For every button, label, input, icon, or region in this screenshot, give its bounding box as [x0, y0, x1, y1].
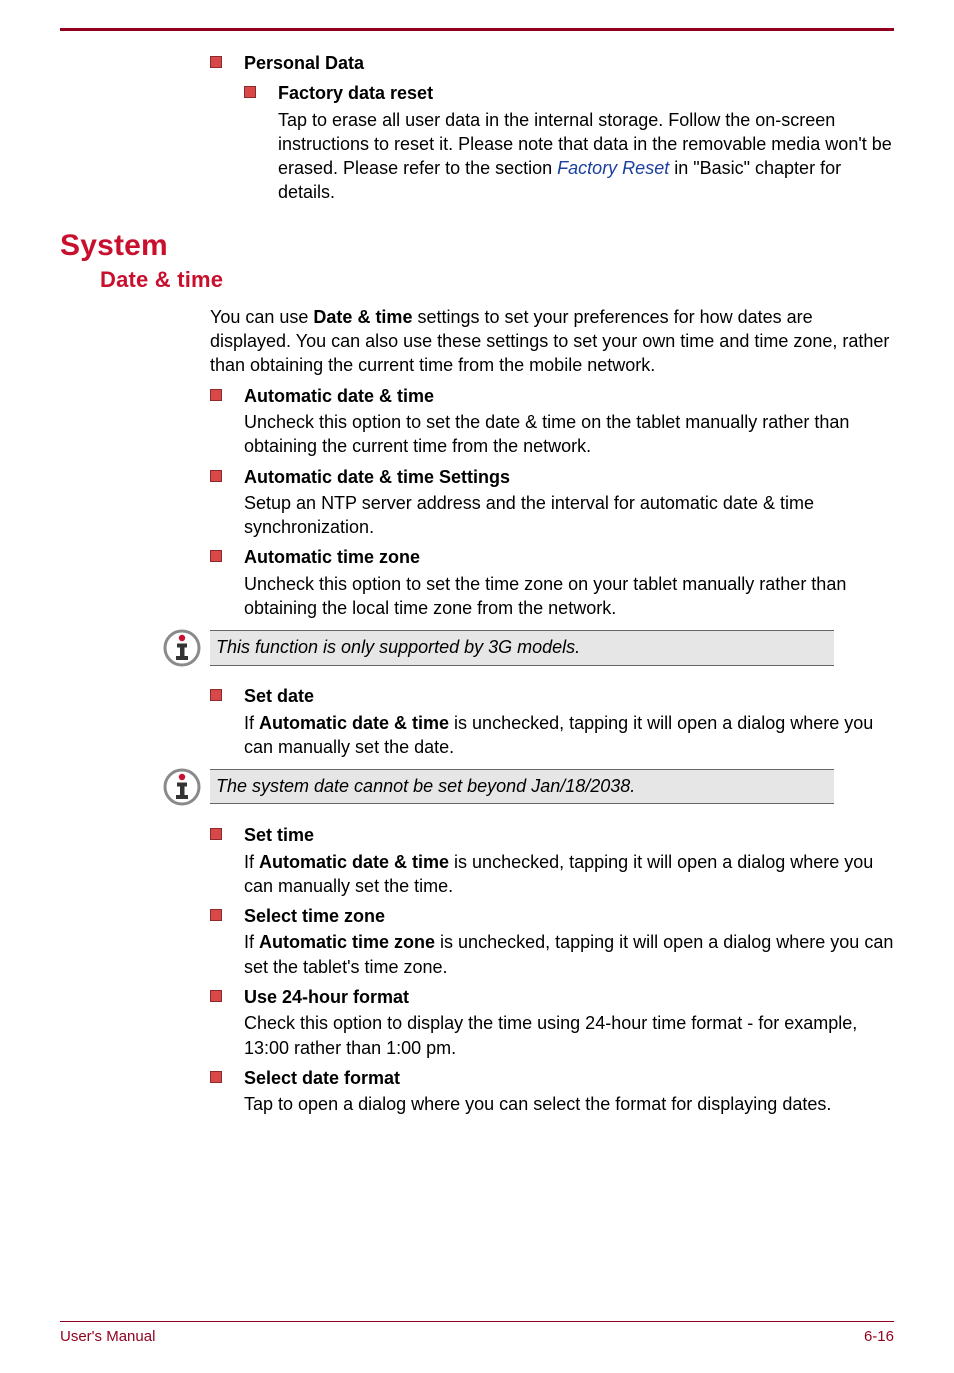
bullet-icon: [244, 86, 256, 98]
page-footer: User's Manual 6-16: [60, 1321, 894, 1345]
bullet-select-date-format: Select date format Tap to open a dialog …: [210, 1066, 894, 1117]
set-date-pre: If: [244, 713, 259, 733]
bullet-24-hour: Use 24-hour format Check this option to …: [210, 985, 894, 1060]
heading-date-time: Date & time: [100, 267, 894, 293]
info-icon: [162, 628, 210, 668]
auto-time-zone-label: Automatic time zone: [244, 545, 894, 569]
bullet-icon: [210, 389, 222, 401]
date-time-intro: You can use Date & time settings to set …: [210, 305, 894, 378]
top-section: Personal Data Factory data reset Tap to …: [210, 51, 894, 205]
bullet-set-date: Set date If Automatic date & time is unc…: [210, 684, 894, 759]
bullet-icon: [210, 828, 222, 840]
factory-reset-body: Tap to erase all user data in the intern…: [278, 108, 894, 205]
bullet-icon: [210, 909, 222, 921]
bullet-factory-reset: Factory data reset Tap to erase all user…: [244, 81, 894, 204]
note-text: The system date cannot be set beyond Jan…: [210, 769, 834, 804]
factory-reset-label: Factory data reset: [278, 81, 894, 105]
bullet-icon: [210, 56, 222, 68]
items2: Set time If Automatic date & time is unc…: [210, 823, 894, 1116]
note-3g-models: This function is only supported by 3G mo…: [162, 630, 894, 668]
bullet-icon: [210, 470, 222, 482]
select-time-zone-label: Select time zone: [244, 904, 894, 928]
bullet-auto-date-time-settings: Automatic date & time Settings Setup an …: [210, 465, 894, 540]
personal-data-label: Personal Data: [244, 51, 894, 75]
info-icon: [162, 767, 210, 807]
set-date-label: Set date: [244, 684, 894, 708]
select-time-zone-bold: Automatic time zone: [259, 932, 435, 952]
set-time-body: If Automatic date & time is unchecked, t…: [244, 850, 894, 899]
set-date-body: If Automatic date & time is unchecked, t…: [244, 711, 894, 760]
header-rule: [60, 28, 894, 31]
auto-time-zone-body: Uncheck this option to set the time zone…: [244, 572, 894, 621]
use-24-hour-body: Check this option to display the time us…: [244, 1011, 894, 1060]
bullet-set-time: Set time If Automatic date & time is unc…: [210, 823, 894, 898]
set-date-bold: Automatic date & time: [259, 713, 449, 733]
bullet-auto-time-zone: Automatic time zone Uncheck this option …: [210, 545, 894, 620]
auto-date-time-label: Automatic date & time: [244, 384, 894, 408]
select-date-format-body: Tap to open a dialog where you can selec…: [244, 1092, 894, 1116]
heading-system: System: [60, 229, 894, 263]
use-24-hour-label: Use 24-hour format: [244, 985, 894, 1009]
auto-date-time-settings-body: Setup an NTP server address and the inte…: [244, 491, 894, 540]
footer-right: 6-16: [864, 1328, 894, 1345]
bullet-personal-data: Personal Data: [210, 51, 894, 75]
intro-bold: Date & time: [313, 307, 412, 327]
auto-date-time-settings-label: Automatic date & time Settings: [244, 465, 894, 489]
bullet-select-time-zone: Select time zone If Automatic time zone …: [210, 904, 894, 979]
set-time-bold: Automatic date & time: [259, 852, 449, 872]
select-date-format-label: Select date format: [244, 1066, 894, 1090]
bullet-icon: [210, 1071, 222, 1083]
factory-reset-link[interactable]: Factory Reset: [557, 158, 669, 178]
footer-left: User's Manual: [60, 1328, 155, 1345]
page: Personal Data Factory data reset Tap to …: [0, 28, 954, 1373]
set-time-pre: If: [244, 852, 259, 872]
note-text: This function is only supported by 3G mo…: [210, 630, 834, 665]
intro-pre: You can use: [210, 307, 313, 327]
bullet-auto-date-time: Automatic date & time Uncheck this optio…: [210, 384, 894, 459]
bullet-icon: [210, 550, 222, 562]
bullet-icon: [210, 990, 222, 1002]
bullet-icon: [210, 689, 222, 701]
auto-date-time-body: Uncheck this option to set the date & ti…: [244, 410, 894, 459]
note-date-limit: The system date cannot be set beyond Jan…: [162, 769, 894, 807]
set-date-block: Set date If Automatic date & time is unc…: [210, 684, 894, 759]
select-time-zone-body: If Automatic time zone is unchecked, tap…: [244, 930, 894, 979]
items1: Automatic date & time Uncheck this optio…: [210, 384, 894, 621]
set-time-label: Set time: [244, 823, 894, 847]
select-time-zone-pre: If: [244, 932, 259, 952]
